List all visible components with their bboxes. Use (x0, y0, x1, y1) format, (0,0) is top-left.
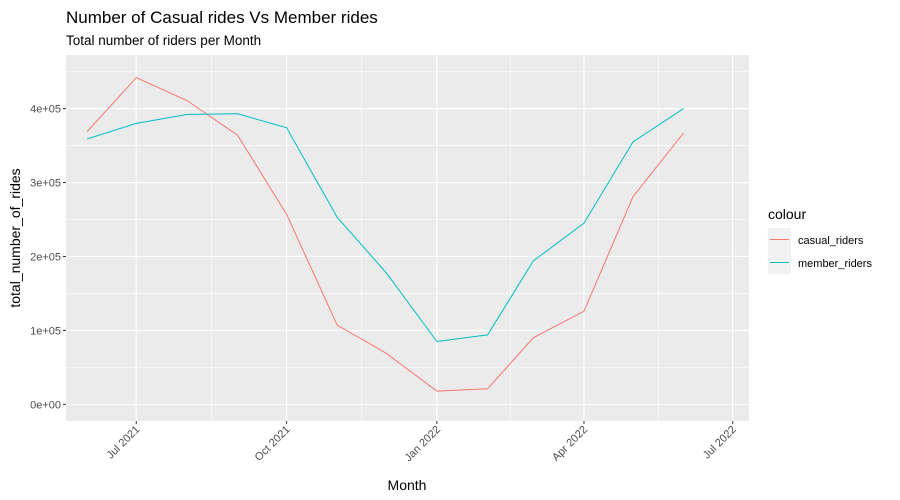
chart-subtitle: Total number of riders per Month (66, 33, 261, 48)
chart-title: Number of Casual rides Vs Member rides (66, 8, 378, 27)
x-tick-label: Jul 2022 (701, 424, 739, 462)
legend: colour casual_riders member_riders (768, 206, 872, 274)
plot-panel (66, 55, 749, 421)
x-axis: Jul 2021 Oct 2021 Jan 2022 Apr 2022 Jul 2022 (105, 421, 739, 464)
y-tick-label: 2e+05 (30, 251, 61, 263)
x-tick-label: Oct 2021 (253, 424, 293, 464)
y-axis-label: total_number_of_rides (7, 168, 23, 307)
series-lines (86, 76, 684, 392)
y-axis: 0e+00 1e+05 2e+05 3e+05 4e+05 (30, 104, 66, 411)
series-line-member-riders (87, 108, 684, 343)
x-tick-label: Jan 2022 (403, 424, 443, 464)
legend-title: colour (768, 206, 806, 222)
y-tick-label: 0e+00 (30, 399, 61, 411)
x-tick-label: Jul 2021 (105, 424, 143, 462)
y-tick-label: 3e+05 (30, 178, 61, 190)
x-tick-label: Apr 2022 (550, 424, 590, 464)
legend-label-member-riders: member_riders (798, 258, 872, 270)
major-gridlines (66, 55, 749, 421)
legend-label-casual-riders: casual_riders (798, 235, 864, 247)
y-tick-label: 1e+05 (30, 325, 61, 337)
x-axis-label: Month (388, 477, 427, 493)
y-tick-label: 4e+05 (30, 104, 61, 116)
series-line-casual-riders (86, 76, 684, 392)
minor-gridlines (66, 55, 749, 421)
